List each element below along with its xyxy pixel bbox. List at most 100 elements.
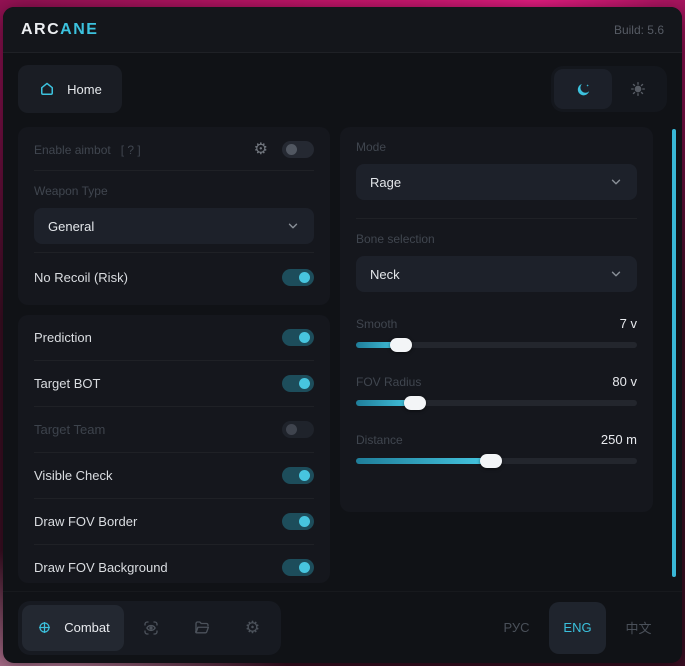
tab-combat[interactable]: Combat [22, 604, 124, 651]
weapon-type-value: General [48, 218, 95, 234]
draw-fov-border-toggle[interactable] [282, 513, 314, 530]
main-content: Enable aimbot [ ? ] ⚙ Weapon Type Genera… [3, 125, 682, 591]
help-hint[interactable]: [ ? ] [120, 142, 141, 157]
toggle-row: Target Team [34, 407, 314, 453]
toggle-knob [299, 272, 310, 283]
toggle-label: Prediction [34, 330, 92, 345]
category-tabs: Combat [18, 600, 281, 655]
toggle-knob [299, 516, 310, 527]
toggle-row: Target BOT [34, 361, 314, 407]
weapon-type-label: Weapon Type [34, 184, 108, 198]
toggle-label: Draw FOV Border [34, 514, 138, 529]
enable-aimbot-label: Enable aimbot [ ? ] [34, 142, 141, 157]
target-bot-toggle[interactable] [282, 375, 314, 392]
toggles-card: Prediction Target BOT Target Team Visibl… [18, 315, 330, 583]
distance-slider-block: Distance 250 m [356, 432, 637, 468]
settings-gear-icon: ⚙ [244, 618, 261, 637]
toggle-knob [299, 470, 310, 481]
no-recoil-label: No Recoil (Risk) [34, 270, 128, 285]
slider-knob[interactable] [389, 338, 412, 352]
lang-eng-button[interactable]: ENG [549, 601, 606, 654]
mode-value: Rage [370, 174, 402, 190]
tab-visuals[interactable] [126, 605, 175, 651]
weapon-type-dropdown[interactable]: General [34, 208, 314, 244]
toggle-knob [299, 378, 310, 389]
lang-rus-button[interactable]: РУС [503, 620, 530, 635]
folder-icon [193, 619, 211, 637]
right-column: Mode Rage Bone selection Neck [340, 127, 653, 583]
visible-check-toggle[interactable] [282, 467, 314, 484]
bone-selection-dropdown[interactable]: Neck [356, 256, 637, 292]
language-switcher: РУС ENG 中文 [488, 601, 667, 654]
slider-fill [356, 396, 426, 410]
toggle-row: Draw FOV Border [34, 499, 314, 545]
fov-radius-value: 80 v [612, 374, 637, 389]
smooth-slider-block: Smooth 7 v [356, 316, 637, 352]
target-team-toggle[interactable] [282, 421, 314, 438]
slider-knob[interactable] [404, 396, 426, 410]
visuals-eye-icon [142, 619, 160, 637]
toggle-label: Target BOT [34, 376, 101, 391]
distance-slider[interactable] [356, 454, 637, 468]
app-window: ARCANE Build: 5.6 Home [3, 7, 682, 663]
app-logo: ARCANE [21, 21, 98, 39]
tab-configs[interactable] [177, 605, 226, 651]
chevron-down-icon [609, 175, 623, 189]
home-icon [38, 80, 56, 98]
chevron-down-icon [286, 219, 300, 233]
home-button[interactable]: Home [18, 65, 122, 113]
no-recoil-row: No Recoil (Risk) [34, 252, 314, 302]
draw-fov-background-toggle[interactable] [282, 559, 314, 576]
smooth-label: Smooth [356, 317, 398, 331]
toggle-row: Prediction [34, 315, 314, 361]
toggle-label: Visible Check [34, 468, 113, 483]
combat-label: Combat [64, 620, 110, 635]
prediction-toggle[interactable] [282, 329, 314, 346]
fov-radius-label: FOV Radius [356, 375, 422, 389]
moon-icon [575, 81, 592, 98]
bone-selection-label: Bone selection [356, 232, 435, 246]
fov-radius-slider-block: FOV Radius 80 v [356, 374, 637, 410]
divider [34, 170, 314, 171]
tab-settings[interactable]: ⚙ [228, 605, 277, 651]
no-recoil-toggle[interactable] [282, 269, 314, 286]
theme-switcher [551, 66, 667, 112]
smooth-value: 7 v [619, 316, 637, 331]
enable-aimbot-toggle[interactable] [282, 141, 314, 158]
chevron-down-icon [609, 267, 623, 281]
mode-label: Mode [356, 140, 387, 154]
toggle-knob [286, 144, 297, 155]
vertical-scrollbar[interactable] [672, 129, 676, 577]
toggle-row: Visible Check [34, 453, 314, 499]
lang-zh-button[interactable]: 中文 [625, 621, 652, 636]
distance-label: Distance [356, 433, 403, 447]
distance-value: 250 m [600, 432, 637, 447]
smooth-slider[interactable] [356, 338, 637, 352]
left-column: Enable aimbot [ ? ] ⚙ Weapon Type Genera… [18, 127, 330, 583]
title-bar: ARCANE Build: 5.6 [3, 7, 682, 53]
sun-icon [630, 81, 646, 97]
slider-fill [356, 338, 412, 352]
slider-knob[interactable] [479, 454, 502, 468]
aimbot-card: Enable aimbot [ ? ] ⚙ Weapon Type Genera… [18, 127, 330, 305]
toggle-label: Draw FOV Background [34, 560, 168, 575]
brand-prefix: ARC [21, 20, 61, 38]
footer-bar: Combat [3, 591, 682, 663]
mode-dropdown[interactable]: Rage [356, 164, 637, 200]
toggle-knob [299, 562, 310, 573]
aimbot-settings-gear-icon[interactable]: ⚙ [253, 140, 268, 158]
combat-crosshair-icon [36, 619, 53, 636]
build-version: Build: 5.6 [613, 22, 664, 37]
slider-fill [356, 454, 502, 468]
home-label: Home [67, 81, 102, 97]
dark-mode-button[interactable] [554, 69, 612, 109]
fov-radius-slider[interactable] [356, 396, 637, 410]
divider [356, 218, 637, 219]
toggle-row: Draw FOV Background [34, 545, 314, 583]
bone-value: Neck [370, 266, 400, 282]
toggle-knob [286, 424, 297, 435]
toggle-knob [299, 332, 310, 343]
nav-bar: Home [3, 53, 682, 125]
enable-aimbot-row: Enable aimbot [ ? ] ⚙ [34, 127, 314, 170]
light-mode-button[interactable] [612, 69, 664, 109]
